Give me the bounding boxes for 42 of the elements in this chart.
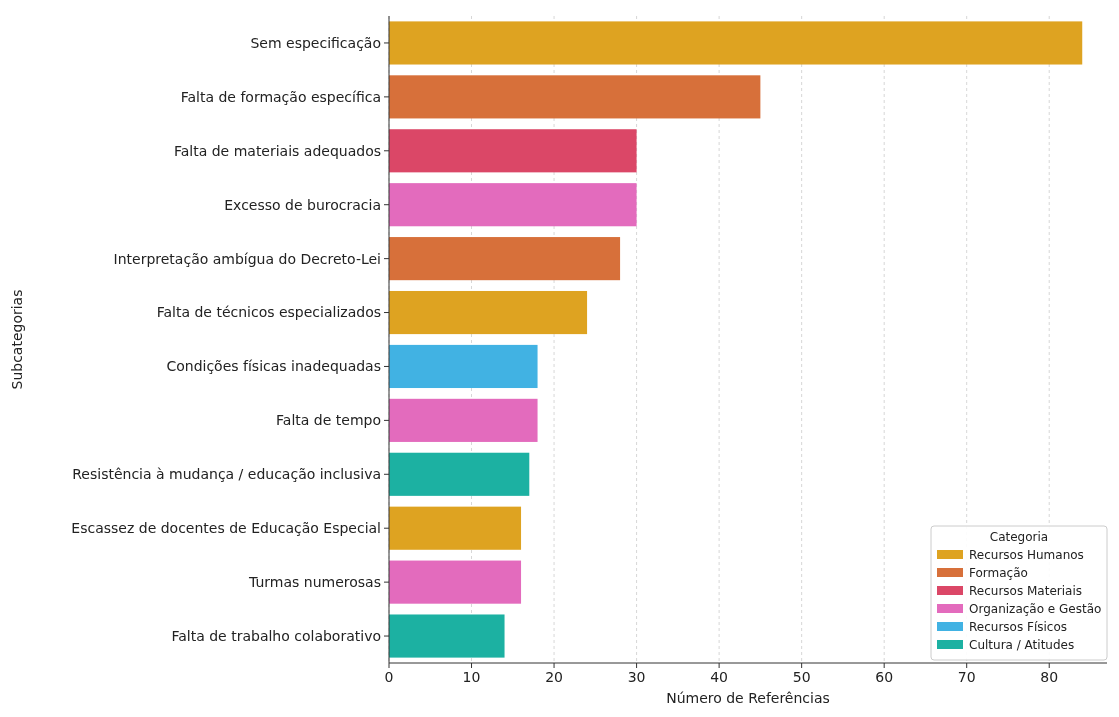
bar xyxy=(389,129,637,173)
x-tick-label: 80 xyxy=(1040,669,1059,685)
x-tick-label: 60 xyxy=(875,669,894,685)
x-tick-label: 50 xyxy=(792,669,811,685)
y-tick-label: Falta de tempo xyxy=(276,412,381,429)
legend-label: Recursos Humanos xyxy=(969,547,1084,562)
x-tick-label: 30 xyxy=(627,669,646,685)
bar xyxy=(389,506,522,550)
bar xyxy=(389,560,522,604)
bar xyxy=(389,290,588,335)
bar xyxy=(389,21,1083,65)
x-tick-label: 10 xyxy=(462,669,481,685)
y-tick-label: Turmas numerosas xyxy=(248,574,381,591)
bar xyxy=(389,614,505,658)
bar xyxy=(389,183,637,227)
legend-label: Cultura / Atitudes xyxy=(969,637,1075,652)
y-tick-label: Sem especificação xyxy=(250,34,381,51)
legend-label: Recursos Materiais xyxy=(969,583,1082,598)
legend-label: Organização e Gestão xyxy=(969,601,1102,616)
y-tick-label: Resistência à mudança / educação inclusiva xyxy=(72,466,381,483)
x-axis-title: Número de Referências xyxy=(666,690,830,706)
bar xyxy=(389,237,621,281)
legend-title: Categoria xyxy=(989,530,1049,544)
legend-label: Recursos Físicos xyxy=(969,619,1067,634)
bar xyxy=(389,75,761,119)
x-tick-label: 70 xyxy=(957,669,976,685)
y-tick-label: Falta de técnicos especializados xyxy=(156,304,381,321)
y-tick-label: Falta de formação específica xyxy=(180,88,381,105)
y-tick-label: Condições físicas inadequadas xyxy=(166,358,381,375)
x-tick-label: 20 xyxy=(545,669,563,685)
y-tick-label: Escassez de docentes de Educação Especial xyxy=(71,520,381,537)
y-axis-title: Subcategorias xyxy=(9,289,25,390)
legend-label: Formação xyxy=(969,565,1028,580)
y-tick-label: Excesso de burocracia xyxy=(224,196,381,213)
x-tick-label: 40 xyxy=(710,669,729,685)
x-tick-label: 0 xyxy=(384,669,394,685)
y-tick-label: Interpretação ambígua do Decreto-Lei xyxy=(113,250,381,267)
y-tick-label: Falta de trabalho colaborativo xyxy=(171,627,381,644)
bar xyxy=(389,398,538,442)
bar xyxy=(389,452,530,496)
bar xyxy=(389,344,538,389)
y-tick-label: Falta de materiais adequados xyxy=(173,142,381,159)
